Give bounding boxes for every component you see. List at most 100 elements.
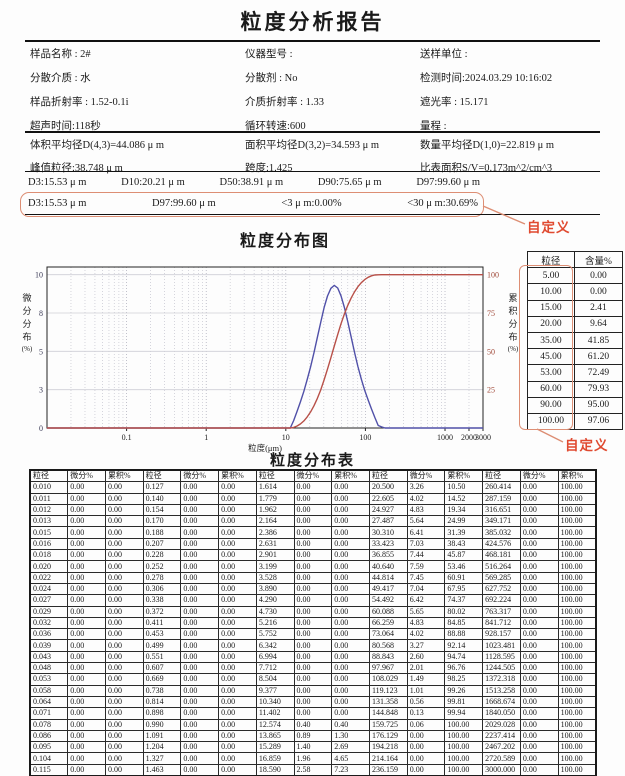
dist-table-cell: 2237.414 [482, 729, 521, 743]
dist-table-header-cell: 累积% [104, 469, 144, 483]
dist-table-cell: 0.00 [67, 560, 106, 573]
svg-text:3000: 3000 [475, 433, 491, 442]
dist-table-cell: 159.725 [368, 718, 408, 731]
dist-table-cell: 4.290 [255, 594, 295, 607]
dist-table-cell: 0.00 [180, 752, 220, 765]
dist-table-cell: 100.00 [557, 571, 597, 584]
dist-table-cell: 6.342 [255, 639, 295, 652]
side-table-cell: 0.00 [573, 267, 624, 285]
dist-table-row: 0.086 0.00 0.00 1.091 0.00 0.00 13.865 0.89 1.30… [29, 729, 597, 743]
dist-table-cell: 7.59 [406, 560, 446, 573]
dist-table-cell: 45.87 [444, 549, 484, 562]
dist-table-cell: 0.00 [519, 684, 559, 697]
dist-table-cell: 19.34 [444, 503, 484, 517]
dist-table-cell: 60.91 [444, 571, 484, 584]
callout-line-icon [482, 205, 526, 225]
dist-table-cell: 0.032 [29, 616, 69, 630]
svg-text:10: 10 [35, 271, 43, 280]
dist-table-cell: 14.52 [444, 492, 484, 505]
dist-table-cell: 53.46 [444, 560, 484, 573]
dist-table-row: 0.095 0.00 0.00 1.204 0.00 0.00 15.289 1.40 2.69… [29, 741, 597, 754]
dist-table-cell: 4.730 [255, 605, 295, 618]
dist-table-cell: 763.317 [482, 605, 521, 618]
dist-table-cell: 119.123 [368, 684, 408, 697]
dist-table-cell: 0.00 [180, 695, 220, 709]
dist-table-cell: 0.00 [180, 741, 220, 754]
dist-table-cell: 0.814 [142, 695, 182, 709]
dist-table-cell: 0.00 [218, 684, 257, 697]
dist-table-cell: 4.02 [406, 628, 446, 641]
dist-table-cell: 0.00 [519, 549, 559, 562]
side-table-row: 35.00 41.85 [527, 331, 624, 350]
dist-table-cell: 0.00 [104, 662, 144, 675]
dist-table-cell: 0.669 [142, 673, 182, 686]
dist-table-cell: 0.036 [29, 628, 69, 641]
dist-table-row: 0.039 0.00 0.00 0.499 0.00 0.00 6.342 0.00 0.00 8… [29, 639, 597, 652]
dist-table-cell: 0.00 [180, 684, 220, 697]
dist-table-cell: 0.00 [67, 628, 106, 641]
dist-table-cell: 214.164 [368, 752, 408, 765]
sample-info-grid: 样品名称 : 2# 仪器型号 : 送样单位 : 分散介质 : 水 分散剂 : N… [30, 46, 605, 133]
dist-table-cell: 0.064 [29, 695, 69, 709]
dist-table-cell: 236.159 [368, 763, 408, 776]
dist-table-cell: 0.018 [29, 549, 69, 562]
dist-table-cell: 97.967 [368, 662, 408, 675]
dist-table-cell: 0.00 [218, 650, 257, 664]
dist-table-cell: 0.00 [331, 695, 370, 709]
side-table-cell: 41.85 [573, 331, 624, 350]
dist-table-cell: 0.00 [104, 605, 144, 618]
dist-table-row: 0.115 0.00 0.00 1.463 0.00 0.00 18.590 2.58 7.23… [29, 763, 597, 776]
dist-table-cell: 0.00 [218, 549, 257, 562]
dist-table-cell: 0.00 [406, 729, 446, 743]
dist-table-cell: 0.00 [180, 707, 220, 720]
dist-table-cell: 0.00 [104, 729, 144, 743]
dist-table-cell: 3.199 [255, 560, 295, 573]
dist-table-cell: 0.104 [29, 752, 69, 765]
dist-table-cell: 0.00 [293, 616, 333, 630]
dist-table-cell: 0.306 [142, 582, 182, 596]
dist-table-cell: 0.00 [67, 582, 106, 596]
dist-table-cell: 0.228 [142, 549, 182, 562]
dist-table-cell: 928.157 [482, 628, 521, 641]
dist-table-cell: 1.01 [406, 684, 446, 697]
dist-table-cell: 841.712 [482, 616, 521, 630]
dist-table-cell: 0.00 [180, 571, 220, 584]
dist-table-cell: 0.89 [293, 729, 333, 743]
dist-table-cell: 100.00 [557, 729, 597, 743]
dist-table-cell: 0.00 [104, 492, 144, 505]
svg-text:5: 5 [39, 347, 43, 356]
side-table-row: 10.00 0.00 [527, 283, 624, 301]
d97-value: D97:99.60 μ m [416, 177, 480, 188]
d50-value: D50:38.91 μ m [219, 177, 284, 188]
dist-table-cell: 0.00 [331, 650, 370, 664]
dist-table-cell: 0.990 [142, 718, 182, 731]
dist-table-cell: 0.020 [29, 560, 69, 573]
dist-table-cell: 3.890 [255, 582, 295, 596]
dist-table-cell: 5.752 [255, 628, 295, 641]
dist-table-row: 0.016 0.00 0.00 0.207 0.00 0.00 2.631 0.00 0.00 3… [29, 537, 597, 551]
avg-area-mean: 面积平均径D(3,2)=34.593 μ m [245, 140, 380, 151]
dist-table-cell: 0.00 [104, 571, 144, 584]
dist-table-cell: 3.27 [406, 639, 446, 652]
info-sample-name: 样品名称 : 2# [30, 49, 91, 60]
dist-table-cell: 7.712 [255, 662, 295, 675]
dist-table-cell: 0.00 [67, 481, 106, 494]
dist-table-cell: 0.00 [218, 503, 257, 517]
dist-table-cell: 0.00 [104, 763, 144, 776]
dist-table-cell: 0.00 [293, 639, 333, 652]
dist-table-cell: 27.487 [368, 515, 408, 528]
dist-table-cell: 100.00 [557, 695, 597, 709]
dist-table-cell: 7.44 [406, 549, 446, 562]
dist-table-cell: 0.00 [218, 729, 257, 743]
dist-table-cell: 11.402 [255, 707, 295, 720]
series-differential [47, 284, 483, 429]
info-obscuration: 遮光率 : 15.171 [420, 97, 489, 108]
dist-table-header-cell: 粒径 [368, 469, 408, 483]
dist-table-cell: 108.029 [368, 673, 408, 686]
dist-table-cell: 100.00 [557, 684, 597, 697]
dist-table-cell: 0.40 [331, 718, 370, 731]
dist-table-cell: 0.043 [29, 650, 69, 664]
side-table-cell: 79.93 [573, 380, 624, 398]
dist-table-cell: 1.091 [142, 729, 182, 743]
dist-table-cell: 0.00 [519, 526, 559, 539]
